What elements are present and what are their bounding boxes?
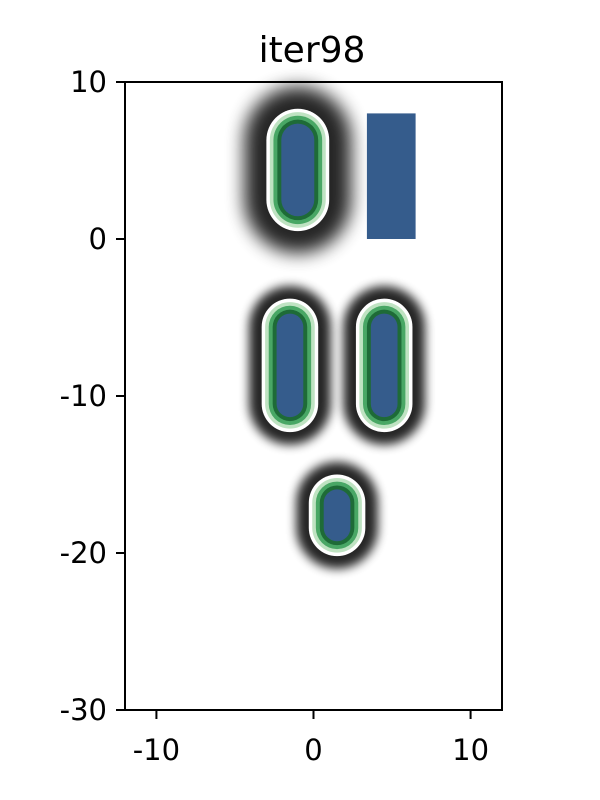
x-axis: -10 0 10 [133,710,489,767]
y-tick-label: -20 [60,536,107,570]
plot-area [244,86,426,569]
y-tick-label: -30 [60,693,107,727]
y-tick-label: -10 [60,379,107,413]
filled-rect [366,113,416,239]
shape-2-capsule [249,286,331,445]
y-tick-label: 10 [70,65,107,99]
capsule-fill [323,489,351,542]
shape-4-capsule [296,461,378,569]
x-tick-label: 0 [304,733,322,767]
capsule-fill [276,313,304,418]
capsule-fill [281,123,315,217]
x-tick-label: -10 [133,733,180,767]
shape-1-rect [366,113,416,239]
chart-title: iter98 [259,30,366,71]
capsule-fill [370,313,398,418]
y-axis: -30 -20 -10 0 10 [60,65,125,727]
shape-0-capsule [244,86,352,254]
x-tick-label: 10 [452,733,489,767]
y-tick-label: 0 [89,222,107,256]
shape-3-capsule [343,286,426,445]
